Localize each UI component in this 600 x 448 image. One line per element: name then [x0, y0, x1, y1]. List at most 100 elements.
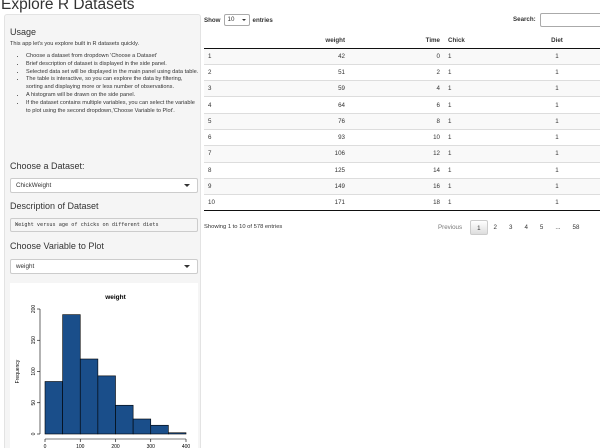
search-label: Search:	[513, 16, 536, 23]
histogram-bar	[168, 432, 187, 435]
usage-item: Brief description of dataset is displaye…	[26, 61, 199, 69]
table-cell: 1	[444, 48, 514, 65]
usage-item: Selected data set will be displayed in t…	[26, 69, 199, 77]
table-cell: 2	[349, 63, 444, 81]
histogram-bar	[97, 375, 116, 435]
usage-item: Choose a dataset from dropdown 'Choose a…	[26, 53, 199, 61]
page-button[interactable]: 4	[524, 224, 528, 231]
page-button[interactable]: 58	[572, 224, 580, 231]
table-row[interactable]: 7 106 12 1 1	[204, 145, 600, 163]
search-input[interactable]	[540, 13, 600, 27]
dataset-label: Choose a Dataset:	[10, 161, 85, 171]
table-cell: 8	[349, 112, 444, 130]
table-cell: 1	[514, 80, 600, 97]
table-cell: 0	[349, 48, 444, 65]
dataset-select[interactable]: ChickWeight	[10, 178, 198, 193]
column-header-weight[interactable]: weight	[244, 33, 349, 49]
table-cell: 59	[244, 80, 349, 97]
x-tick-label: 200	[111, 444, 120, 448]
table-row[interactable]: 8 125 14 1 1	[204, 161, 600, 179]
page-button[interactable]: 2	[493, 224, 497, 231]
table-cell: 2	[204, 63, 244, 81]
x-tick-label: 100	[76, 444, 85, 448]
table-cell: 1	[514, 128, 600, 146]
histogram-bar	[44, 381, 63, 435]
table-row[interactable]: 10 171 18 1 1	[204, 194, 600, 212]
table-cell: 4	[349, 80, 444, 97]
column-header-chick[interactable]: Chick	[444, 33, 514, 49]
table-cell: 51	[244, 63, 349, 81]
usage-item: The table is interactive, so you can exp…	[26, 76, 199, 92]
x-tick-label: 300	[147, 444, 156, 448]
column-header-time[interactable]: Time	[349, 33, 444, 49]
table-row[interactable]: 2 51 2 1 1	[204, 63, 600, 81]
app-title: Explore R Datasets	[1, 0, 135, 13]
show-label: Show	[204, 16, 221, 24]
table-row[interactable]: 1 42 0 1 1	[204, 48, 600, 65]
show-entries-control: Show 10 entries	[204, 14, 273, 26]
column-header-index[interactable]	[204, 33, 244, 49]
table-row[interactable]: 6 93 10 1 1	[204, 128, 600, 146]
table-cell: 1	[444, 63, 514, 81]
table-cell: 7	[204, 145, 244, 163]
table-row[interactable]: 9 149 16 1 1	[204, 177, 600, 195]
table-cell: 1	[514, 161, 600, 179]
table-cell: 42	[244, 48, 349, 65]
table-row[interactable]: 3 59 4 1 1	[204, 80, 600, 97]
dataset-select-value: ChickWeight	[16, 182, 52, 189]
histogram-plot: weight Frequency 0 100 200 300 400 0 50 100 150 200	[10, 283, 198, 448]
previous-page-button[interactable]: Previous	[438, 224, 463, 231]
chevron-down-icon	[184, 184, 190, 187]
usage-heading: Usage	[10, 27, 37, 37]
table-cell: 1	[514, 145, 600, 163]
table-cell: 1	[444, 96, 514, 114]
table-cell: 1	[444, 145, 514, 163]
y-tick-label: 100	[31, 367, 37, 376]
table-cell: 14	[349, 161, 444, 179]
table-info: Showing 1 to 10 of 578 entries	[204, 224, 283, 230]
variable-select[interactable]: weight	[10, 259, 198, 274]
chevron-down-icon	[241, 19, 246, 21]
table-cell: 125	[244, 161, 349, 179]
y-tick-label: 200	[31, 305, 37, 314]
table-cell: 1	[514, 48, 600, 65]
table-cell: 1	[444, 128, 514, 146]
page-button[interactable]: 1	[470, 220, 488, 235]
page-button[interactable]: 5	[539, 224, 544, 231]
pagination: Previous 1 2 3 4 5... 58	[432, 220, 585, 235]
table-row[interactable]: 4 64 6 1 1	[204, 96, 600, 114]
table-cell: 76	[244, 112, 349, 130]
table-cell: 1	[444, 80, 514, 97]
table-cell: 1	[514, 63, 600, 81]
table-cell: 64	[244, 96, 349, 114]
usage-item: A histogram will be drawn on the side pa…	[26, 92, 199, 100]
table-cell: 10	[204, 194, 244, 212]
table-cell: 149	[244, 177, 349, 195]
y-tick-label: 0	[31, 432, 37, 435]
table-cell: 1	[444, 194, 514, 212]
chart-title: weight	[104, 294, 126, 301]
y-axis-label: Frequency	[15, 359, 21, 383]
histogram-svg: weight Frequency 0 100 200 300 400 0 50 100 150 200	[15, 294, 190, 448]
page-length-value: 10	[227, 16, 235, 23]
column-header-diet[interactable]: Diet	[514, 33, 600, 49]
pagination-ellipsis: ...	[555, 224, 561, 231]
description-text: Weight versus age of chicks on different…	[10, 218, 198, 232]
table-body: 1 42 0 1 1 2 51 2 1 1 3 59 4 1 1 4 64 6 1 1 5 76 8 1 1 6 93 10 1 1 7 10…	[204, 48, 600, 212]
table-cell: 106	[244, 145, 349, 163]
page-button[interactable]: 3	[508, 224, 513, 231]
table-cell: 1	[444, 177, 514, 195]
table-cell: 1	[514, 96, 600, 114]
usage-item: If the dataset contains multiple variabl…	[26, 100, 199, 116]
table-cell: 1	[444, 161, 514, 179]
page-length-select[interactable]: 10	[223, 14, 250, 26]
table-cell: 1	[204, 48, 244, 65]
histogram-bar	[132, 418, 152, 435]
y-tick-label: 50	[31, 400, 37, 406]
table-cell: 9	[204, 177, 244, 195]
table-cell: 5	[204, 112, 244, 130]
table-cell: 18	[349, 194, 444, 212]
table-row[interactable]: 5 76 8 1 1	[204, 112, 600, 130]
y-tick-label: 150	[31, 336, 37, 345]
table-cell: 1	[514, 194, 600, 212]
